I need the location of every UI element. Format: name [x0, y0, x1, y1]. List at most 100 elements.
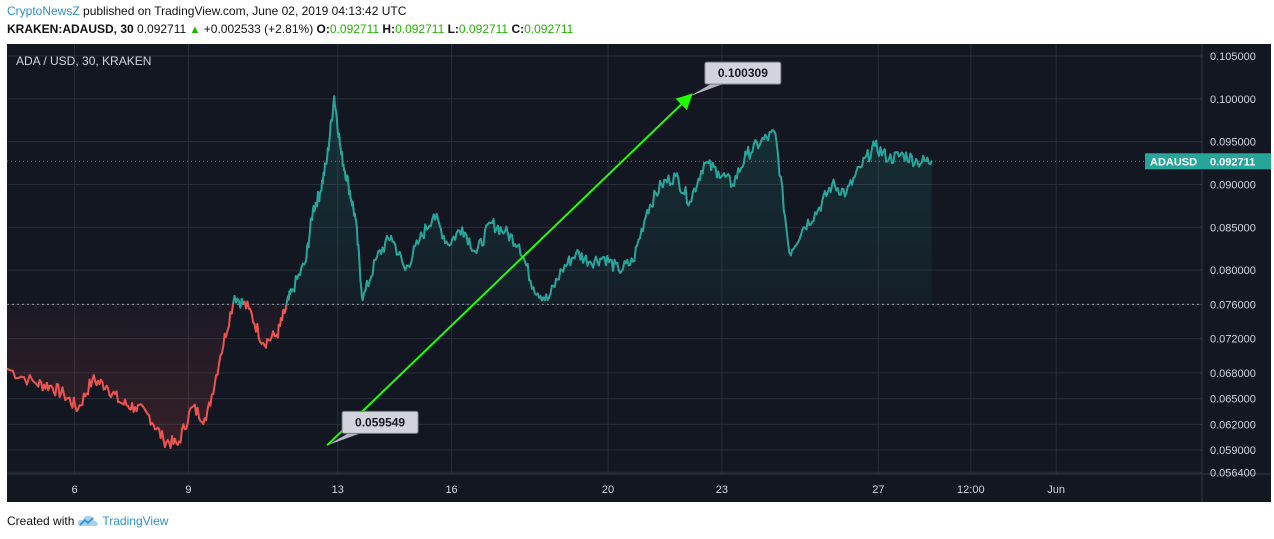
close-label: C: — [511, 22, 525, 36]
series-segment — [216, 363, 220, 376]
callout-label: 0.059549 — [355, 415, 405, 429]
series-segment — [28, 374, 34, 382]
series-segment — [299, 266, 303, 277]
series-segment — [355, 220, 358, 230]
series-segment — [929, 160, 933, 166]
series-segment — [25, 374, 31, 386]
series-segment — [839, 187, 844, 196]
series-segment — [505, 225, 509, 234]
series-segment — [92, 374, 97, 383]
series-segment — [411, 245, 415, 258]
series-segment — [784, 216, 788, 231]
series-segment — [264, 337, 269, 349]
series-segment — [305, 245, 309, 259]
series-segment — [328, 121, 332, 136]
series-segment — [335, 112, 339, 123]
series-segment — [410, 255, 414, 265]
series-segment — [845, 185, 849, 195]
y-tick-label: 0.062000 — [1210, 419, 1256, 431]
series-segment — [701, 162, 706, 175]
chart-title: ADA / USD, 30, KRAKEN — [16, 54, 151, 68]
series-segment — [281, 309, 284, 321]
series-segment — [72, 396, 77, 408]
series-segment — [767, 131, 771, 142]
series-segment — [883, 148, 888, 163]
series-segment — [205, 408, 209, 422]
y-tick-label: 0.100000 — [1210, 94, 1256, 106]
low-label: L: — [447, 22, 459, 36]
series-segment — [641, 220, 646, 233]
footer: Created with TradingView — [7, 514, 168, 528]
badge-symbol: ADAUSD — [1150, 156, 1197, 168]
series-segment — [482, 229, 486, 246]
x-tick-label: 23 — [716, 484, 728, 496]
series-segment — [777, 154, 781, 177]
series-segment — [307, 236, 311, 249]
series-segment — [787, 241, 791, 255]
high-value: 0.092711 — [395, 22, 445, 36]
x-tick-label: 9 — [185, 484, 191, 496]
x-tick-label: 27 — [872, 484, 884, 496]
series-segment — [371, 259, 376, 276]
series-segment — [308, 230, 312, 239]
symbol-label: KRAKEN:ADAUSD, 30 — [7, 22, 134, 36]
series-segment — [358, 254, 361, 270]
series-segment — [355, 227, 359, 246]
series-segment — [351, 200, 355, 210]
series-segment — [832, 178, 836, 187]
series-segment — [732, 175, 737, 187]
series-segment — [518, 243, 522, 256]
series-segment — [781, 185, 785, 212]
tradingview-cloud-icon — [78, 515, 99, 526]
open-value: 0.092711 — [329, 22, 380, 36]
series-segment — [338, 132, 341, 145]
series-segment — [222, 332, 226, 348]
series-segment — [782, 209, 787, 219]
callout-label: 0.100309 — [718, 66, 768, 80]
trend-arrow[interactable] — [326, 93, 693, 447]
series-segment — [479, 237, 484, 247]
series-segment — [468, 237, 472, 250]
price-callout[interactable]: 0.059549 — [327, 410, 419, 446]
series-segment — [394, 244, 398, 256]
x-tick-label: 16 — [445, 484, 457, 496]
series-segment — [318, 192, 321, 203]
series-segment — [869, 147, 873, 159]
last-price: 0.092711 — [137, 22, 187, 36]
y-tick-label: 0.095000 — [1210, 137, 1256, 149]
series-segment — [511, 234, 515, 247]
series-segment — [677, 177, 681, 192]
series-segment — [309, 217, 312, 233]
y-tick-label: 0.072000 — [1210, 334, 1256, 346]
series-segment — [246, 300, 250, 310]
series-segment — [115, 390, 119, 403]
series-segment — [357, 244, 361, 257]
series-segment — [775, 141, 780, 157]
series-segment — [327, 141, 331, 152]
high-label: H: — [382, 22, 396, 36]
price-annotations[interactable]: 0.059549 0.100309 — [327, 61, 782, 446]
x-tick-label: 13 — [332, 484, 344, 496]
publisher-link[interactable]: CryptoNewsZ — [7, 4, 80, 18]
series-segment — [359, 280, 363, 289]
series-segment — [336, 120, 339, 133]
series-segment — [492, 218, 496, 234]
series-segment — [684, 186, 689, 205]
price-callout[interactable]: 0.100309 — [689, 61, 782, 97]
series-segment — [785, 228, 790, 244]
y-tick-label: 0.068000 — [1210, 368, 1256, 380]
created-with-text: Created with — [7, 514, 75, 528]
callout-pointer — [689, 84, 723, 97]
series-segment — [569, 257, 573, 267]
triangle-up-icon: ▲ — [189, 24, 201, 36]
series-segment — [179, 428, 183, 444]
tradingview-link[interactable]: TradingView — [102, 514, 169, 528]
series-segment — [910, 155, 915, 168]
series-segment — [343, 169, 347, 180]
series-segment — [875, 139, 879, 153]
series-segment — [592, 259, 596, 269]
series-segment — [751, 142, 755, 153]
series-segment — [819, 200, 824, 212]
x-tick-label: Jun — [1047, 484, 1065, 496]
